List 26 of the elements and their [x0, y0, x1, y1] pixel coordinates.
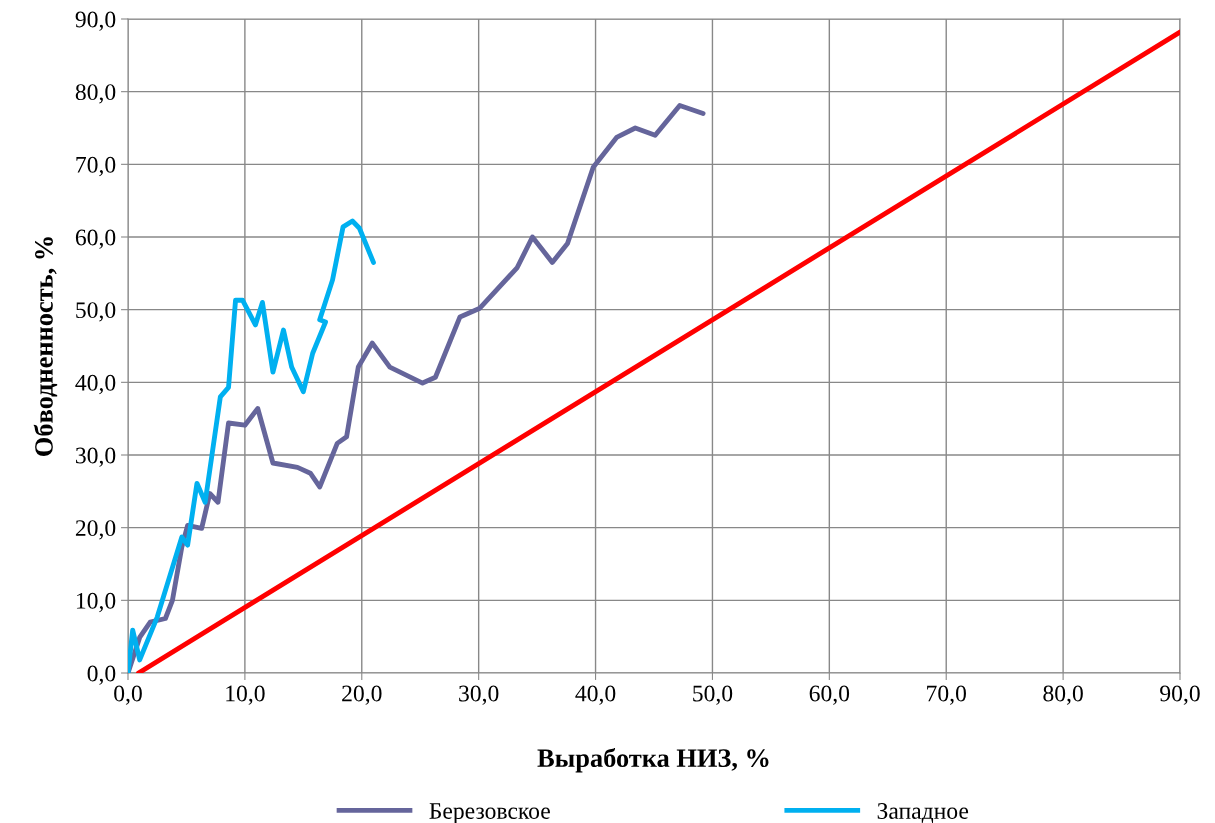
x-tick-label: 70,0 [927, 685, 966, 705]
y-tick-label: 40,0 [75, 374, 116, 395]
x-tick-label: 10,0 [226, 685, 265, 705]
line-series [128, 103, 706, 673]
y-tick-label: 10,0 [76, 592, 116, 613]
y-tick-label: 50,0 [76, 302, 116, 322]
x-tick-label: 30,0 [459, 685, 499, 705]
x-tick-label: 40,0 [575, 685, 616, 705]
y-tick-label: 70,0 [76, 156, 116, 177]
y-tick-label: 20,0 [75, 520, 116, 540]
legend-label: Березовское [429, 803, 550, 823]
x-tick-label: 50,0 [693, 685, 733, 705]
x-axis-title: Выработка НИЗ, % [537, 747, 769, 773]
line-series [128, 218, 376, 673]
y-tick-label: 60,0 [75, 229, 116, 249]
x-tick-label: 90,0 [1160, 685, 1200, 705]
x-tick-label: 80,0 [1043, 685, 1083, 705]
y-tick-label: 0,0 [87, 665, 116, 685]
y-tick-label: 30,0 [76, 447, 116, 467]
y-axis-title: Обводненность, % [33, 237, 58, 456]
y-tick-label: 90,0 [75, 11, 116, 31]
x-tick-label: 60,0 [809, 685, 850, 705]
x-tick-label: 0,0 [114, 685, 142, 705]
y-tick-label: 80,0 [75, 84, 116, 104]
legend-label: Западное [877, 803, 969, 823]
x-tick-label: 20,0 [342, 685, 382, 705]
